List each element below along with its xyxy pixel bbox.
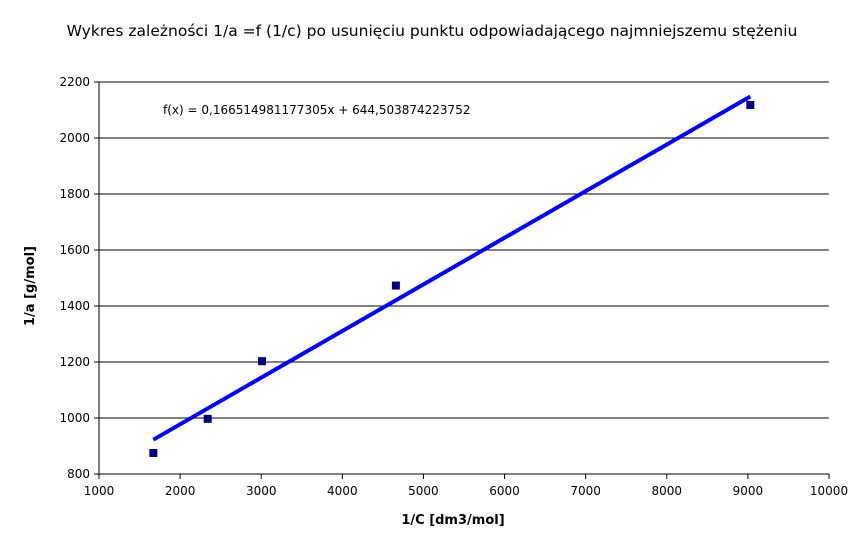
x-tick-label: 5000 <box>408 484 439 498</box>
y-tick-label: 1800 <box>59 187 90 201</box>
y-tick-label: 2200 <box>59 75 90 89</box>
trendline <box>152 94 752 442</box>
chart-title: Wykres zależności 1/a =f (1/c) po usunię… <box>67 22 798 40</box>
data-point <box>746 100 755 109</box>
x-tick-label: 6000 <box>489 484 520 498</box>
y-axis-title: 1/a [g/mol] <box>23 246 38 326</box>
data-points <box>149 100 755 457</box>
y-tick-label: 2000 <box>59 131 90 145</box>
data-point <box>258 357 267 366</box>
x-tick-label: 8000 <box>652 484 683 498</box>
trendline-equation: f(x) = 0,166514981177305x + 644,50387422… <box>163 103 470 117</box>
x-axis-tick-labels: 1000 2000 3000 4000 5000 6000 7000 8000 9000 1000… <box>84 484 848 498</box>
x-tick-label: 2000 <box>165 484 196 498</box>
x-axis-title: 1/C [dm3/mol] <box>401 513 504 528</box>
grid-lines <box>99 81 829 419</box>
x-tick-label: 1000 <box>84 484 115 498</box>
x-tick-label: 9000 <box>733 484 764 498</box>
y-axis-tick-labels: 800 1000 1200 1400 1600 1800 2000 2200 <box>59 75 90 481</box>
y-tick-label: 1600 <box>59 243 90 257</box>
y-tick-label: 1200 <box>59 355 90 369</box>
axes <box>94 81 830 479</box>
data-point <box>149 449 158 457</box>
data-point <box>391 281 400 290</box>
trendline-layer <box>152 94 752 442</box>
x-tick-label: 4000 <box>327 484 358 498</box>
x-tick-label: 7000 <box>570 484 601 498</box>
data-point <box>203 414 212 423</box>
x-tick-label: 10000 <box>810 484 848 498</box>
y-tick-label: 800 <box>67 467 90 481</box>
y-tick-label: 1000 <box>59 411 90 425</box>
x-tick-label: 3000 <box>246 484 277 498</box>
y-tick-label: 1400 <box>59 299 90 313</box>
